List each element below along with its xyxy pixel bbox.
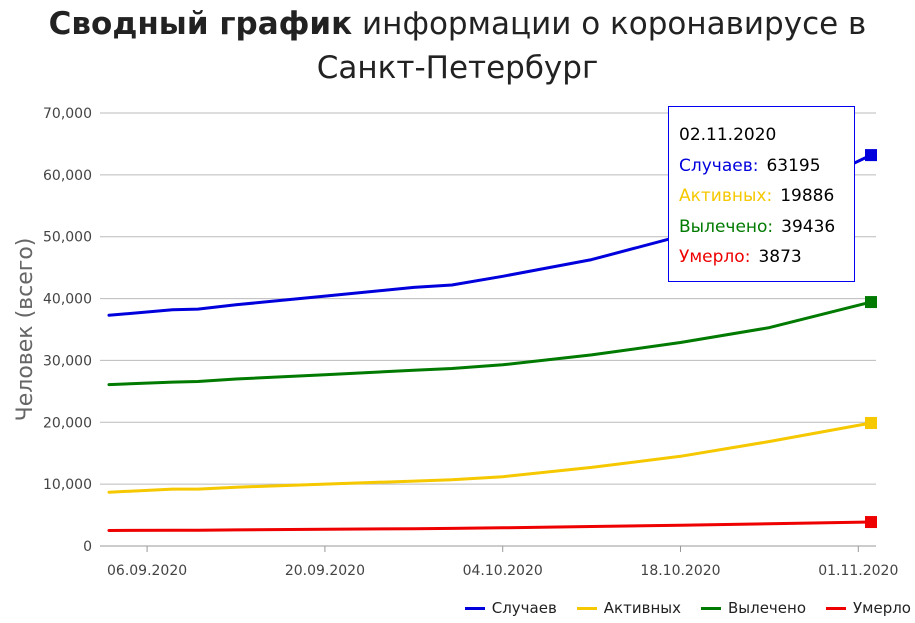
legend-item-deaths[interactable]: Умерло (826, 599, 911, 617)
chart-title-rest: информации о коронавирусе в Санкт-Петерб… (316, 6, 867, 86)
y-tick-label: 30,000 (43, 353, 92, 369)
tooltip-label-deaths: Умерло: (679, 247, 751, 267)
legend-swatch-cases (464, 606, 485, 610)
y-axis-label: Человек (всего) (13, 238, 38, 422)
tooltip-value-cases: 63195 (766, 155, 821, 176)
series-end-marker-1[interactable] (865, 149, 877, 162)
x-tick-label: 18.10.2020 (640, 563, 720, 579)
tooltip-label-cases: Случаев: (679, 155, 759, 176)
legend-swatch-recovered (700, 606, 721, 610)
legend-label-deaths: Умерло (853, 599, 911, 617)
legend-item-cases[interactable]: Случаев (464, 599, 557, 617)
axes: 0 10,000 20,000 30,000 40,000 50,000 60,000 70,… (13, 106, 898, 579)
tooltip-row-deaths: Умерло: 3873 (679, 242, 854, 273)
legend-swatch-deaths (826, 606, 847, 610)
series-end-markers (865, 149, 877, 529)
series-line-4[interactable] (107, 520, 873, 532)
tooltip-value-deaths: 3873 (758, 247, 802, 267)
legend-label-active: Активных (603, 599, 681, 617)
tooltip-row-recovered: Вылечено: 39436 (679, 212, 854, 243)
chart-title: Сводный график информации о коронавирусе… (0, 2, 915, 90)
tooltip-value-recovered: 39436 (781, 216, 836, 237)
y-tick-label: 10,000 (43, 477, 92, 493)
legend-label-cases: Случаев (491, 599, 557, 617)
x-tick-label: 01.11.2020 (818, 563, 898, 579)
x-tick-label: 20.09.2020 (285, 563, 365, 579)
x-tick-label: 06.09.2020 (107, 563, 187, 579)
chart-title-bold: Сводный график (48, 6, 353, 42)
grid-lines (100, 112, 876, 547)
legend-item-recovered[interactable]: Вылечено (700, 599, 807, 617)
chart-legend: Случаев Активных Вылечено Умерло (445, 598, 911, 618)
x-tick-label: 04.10.2020 (463, 563, 543, 579)
y-tick-label: 50,000 (43, 230, 92, 246)
series-line-2[interactable] (107, 421, 873, 494)
series-line-3[interactable] (107, 300, 873, 387)
tooltip-label-active: Активных: (679, 186, 773, 206)
series-end-marker-2[interactable] (865, 416, 877, 429)
tooltip-row-active: Активных: 19886 (679, 181, 854, 212)
legend-item-active[interactable]: Активных (576, 599, 681, 617)
y-tick-label: 60,000 (43, 168, 92, 184)
legend-swatch-active (576, 606, 597, 610)
y-tick-label: 0 (83, 539, 92, 555)
tooltip-date: 02.11.2020 (679, 125, 777, 145)
y-tick-label: 70,000 (43, 106, 92, 122)
series-end-marker-3[interactable] (865, 296, 877, 309)
tooltip-row-cases: Случаев: 63195 (679, 151, 854, 182)
series-end-marker-4[interactable] (865, 516, 877, 529)
legend-label-recovered: Вылечено (727, 599, 807, 617)
y-tick-label: 40,000 (43, 292, 92, 308)
y-tick-label: 20,000 (43, 415, 92, 431)
tooltip-label-recovered: Вылечено: (679, 216, 774, 237)
tooltip-value-active: 19886 (780, 186, 835, 206)
hover-tooltip: 02.11.2020 Случаев: 63195 Активных: 19886 … (668, 106, 855, 282)
